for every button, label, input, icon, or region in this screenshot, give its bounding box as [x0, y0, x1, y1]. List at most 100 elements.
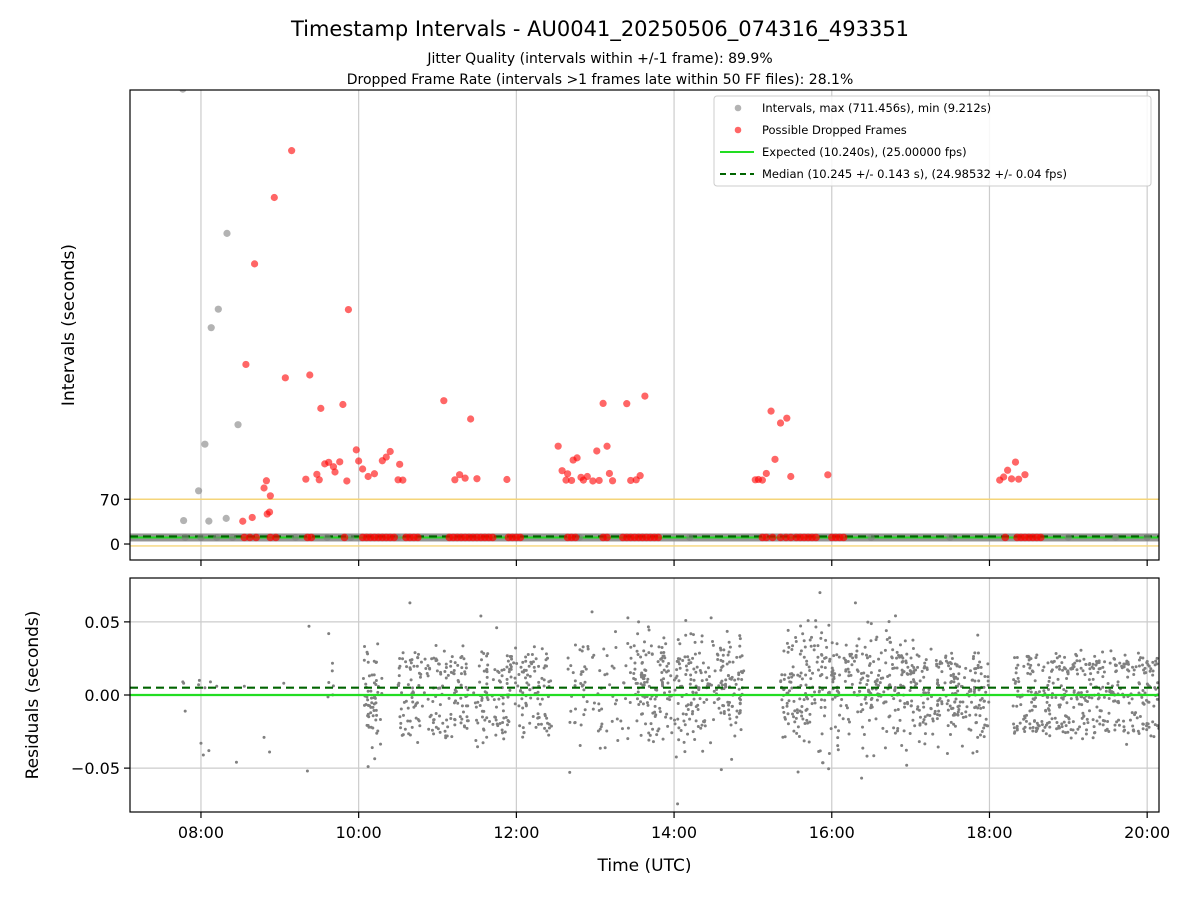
- residual-point: [722, 711, 726, 715]
- residual-point: [795, 708, 799, 712]
- residual-point: [1137, 664, 1141, 668]
- residual-point: [786, 712, 790, 716]
- residual-point: [885, 637, 889, 641]
- residual-point: [958, 665, 962, 669]
- residual-point: [437, 662, 441, 666]
- dropped-frame-point: [467, 415, 475, 423]
- residual-point: [805, 718, 809, 722]
- residual-point: [1080, 703, 1084, 707]
- residual-point: [785, 701, 789, 705]
- residual-point: [521, 660, 525, 664]
- residual-point: [1132, 672, 1136, 676]
- residual-point: [694, 719, 698, 723]
- residual-point: [504, 715, 508, 719]
- residual-point: [692, 667, 696, 671]
- residual-point: [485, 716, 489, 720]
- residual-point: [893, 708, 897, 712]
- residual-point: [717, 706, 721, 710]
- residual-point: [366, 765, 370, 769]
- residual-point: [898, 718, 902, 722]
- residual-point: [869, 671, 873, 675]
- residual-point: [901, 660, 905, 664]
- residual-point: [417, 719, 421, 723]
- residual-point: [734, 721, 738, 725]
- dropped-frame-point: [302, 475, 310, 483]
- residual-point: [691, 730, 695, 734]
- residual-point: [706, 666, 710, 670]
- residual-point: [449, 664, 453, 668]
- residual-point: [515, 662, 519, 666]
- residual-point: [952, 677, 956, 681]
- residual-point: [443, 669, 447, 673]
- residual-point: [1058, 705, 1062, 709]
- residual-point: [956, 677, 960, 681]
- residual-point: [854, 655, 858, 659]
- residual-point: [1045, 700, 1049, 704]
- residual-point: [509, 667, 513, 671]
- residual-point: [847, 674, 851, 678]
- residual-point: [1131, 728, 1135, 732]
- residual-point: [812, 648, 816, 652]
- residual-point: [805, 662, 809, 666]
- residual-point: [501, 709, 505, 713]
- residual-point: [893, 688, 897, 692]
- residual-point: [1030, 708, 1034, 712]
- residual-point: [1015, 724, 1019, 728]
- residual-point: [968, 669, 972, 673]
- residual-point: [902, 670, 906, 674]
- residual-point: [605, 729, 609, 733]
- residual-point: [659, 678, 663, 682]
- residual-point: [949, 720, 953, 724]
- residual-point: [906, 665, 910, 669]
- residual-point: [855, 649, 859, 653]
- residual-point: [971, 657, 975, 661]
- residual-point: [922, 718, 926, 722]
- residual-point: [694, 691, 698, 695]
- residual-point: [1107, 697, 1111, 701]
- residual-point: [1075, 659, 1079, 663]
- residual-point: [973, 667, 977, 671]
- residual-point: [704, 670, 708, 674]
- dropped-frame-point: [1011, 458, 1020, 466]
- residual-point: [891, 648, 895, 652]
- residual-point: [546, 721, 550, 725]
- residual-point: [827, 623, 831, 627]
- residual-point: [492, 698, 496, 702]
- residual-point: [371, 714, 375, 718]
- residual-point: [1084, 662, 1088, 666]
- residual-point: [428, 666, 432, 670]
- residual-point: [1095, 661, 1099, 665]
- residual-point: [810, 635, 814, 639]
- interval-point: [347, 533, 355, 542]
- interval-point: [291, 533, 300, 542]
- residual-point: [374, 679, 378, 683]
- residual-point: [1032, 704, 1036, 708]
- residual-point: [1052, 659, 1056, 663]
- residual-point: [921, 701, 925, 705]
- residual-point: [866, 620, 870, 624]
- interval-point: [201, 440, 209, 448]
- residual-point: [831, 680, 835, 684]
- residual-point: [1098, 715, 1102, 719]
- residual-point: [1064, 689, 1068, 693]
- residual-point: [788, 680, 792, 684]
- residual-point: [464, 662, 468, 666]
- residual-point: [410, 658, 414, 662]
- residual-point: [785, 704, 789, 708]
- residual-point: [482, 669, 486, 673]
- residual-point: [1104, 689, 1108, 693]
- interval-point: [195, 487, 203, 495]
- residual-point: [1034, 656, 1038, 660]
- residual-point: [305, 769, 309, 773]
- residual-point: [870, 705, 874, 709]
- residual-point: [984, 690, 988, 694]
- residual-point: [1061, 668, 1065, 672]
- residual-point: [573, 720, 577, 724]
- dropped-frame-point: [767, 407, 775, 415]
- residual-point: [786, 691, 790, 695]
- residual-point: [612, 666, 616, 670]
- residual-point: [700, 640, 704, 644]
- residual-point: [1122, 662, 1126, 666]
- residual-point: [946, 708, 950, 712]
- residual-point: [603, 673, 607, 677]
